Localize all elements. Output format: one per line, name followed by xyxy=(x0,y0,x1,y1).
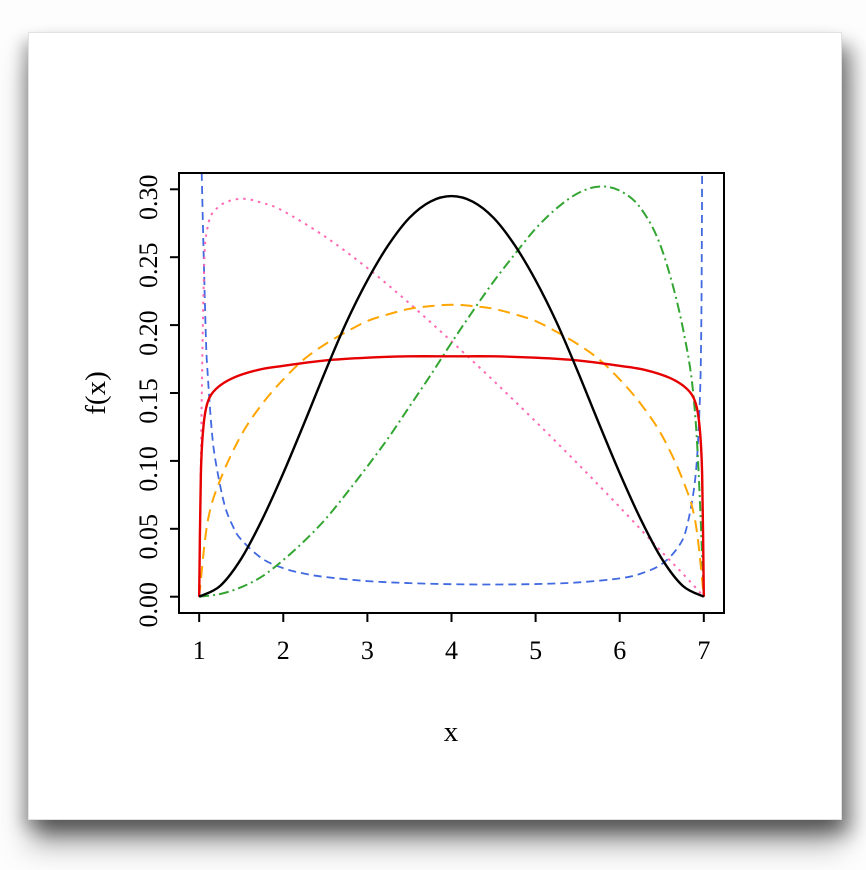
x-tick-label: 2 xyxy=(277,636,290,665)
x-tick-label: 5 xyxy=(529,636,542,665)
y-tick-label: 0.05 xyxy=(134,514,163,560)
plot-box xyxy=(178,172,725,614)
series-group xyxy=(197,173,706,598)
series-symmetric-bell-black-solid xyxy=(198,194,705,598)
y-tick-label: 0.15 xyxy=(134,378,163,424)
document-page: x f(x) 1 2 3 4 5 6 7 0.00 0.05 0.10 0.15 0.20 0.25 0.… xyxy=(28,32,842,820)
x-tick-label: 3 xyxy=(361,636,374,665)
x-tick-label: 1 xyxy=(193,636,206,665)
series-wide-dome-orange-dashed xyxy=(198,303,705,597)
y-tick-label: 0.30 xyxy=(134,175,163,221)
x-axis-label: x xyxy=(444,716,459,748)
y-tick-label: 0.20 xyxy=(134,310,163,356)
series-left-skewed-pink-dotted xyxy=(198,197,705,598)
chart-svg: x f(x) 1 2 3 4 5 6 7 0.00 0.05 0.10 0.15 0.20 0.25 0.… xyxy=(80,172,725,748)
x-tick-label: 4 xyxy=(445,636,458,665)
y-tick-label: 0.25 xyxy=(134,242,163,287)
y-tick-label: 0.00 xyxy=(134,582,163,628)
y-tick-label: 0.10 xyxy=(134,446,163,492)
x-tick-label: 7 xyxy=(697,636,710,665)
series-right-skewed-green-dashdot xyxy=(199,185,705,598)
series-flat-plateau-red-solid xyxy=(197,355,706,597)
series-u-shaped-blue-dashed xyxy=(200,173,704,586)
x-tick-label: 6 xyxy=(613,636,626,665)
y-axis-label: f(x) xyxy=(80,371,112,414)
